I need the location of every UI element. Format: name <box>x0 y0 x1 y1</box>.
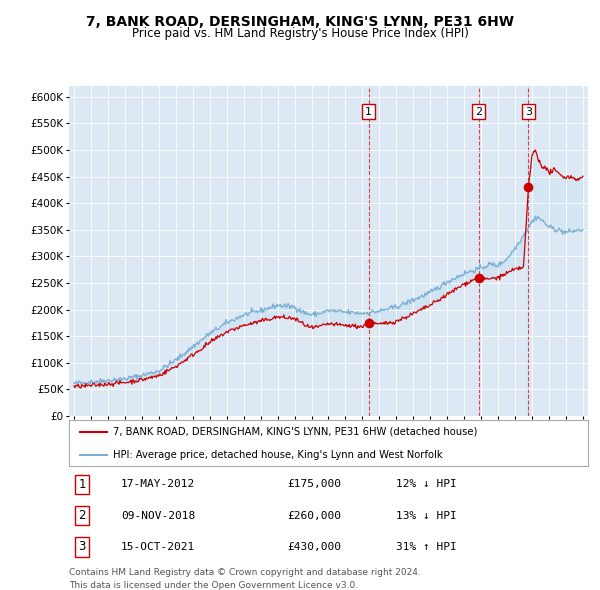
Text: 3: 3 <box>525 107 532 117</box>
Text: 7, BANK ROAD, DERSINGHAM, KING'S LYNN, PE31 6HW: 7, BANK ROAD, DERSINGHAM, KING'S LYNN, P… <box>86 15 514 29</box>
Text: 3: 3 <box>78 540 86 553</box>
Text: 13% ↓ HPI: 13% ↓ HPI <box>396 511 457 520</box>
Text: 17-MAY-2012: 17-MAY-2012 <box>121 480 195 489</box>
Text: Price paid vs. HM Land Registry's House Price Index (HPI): Price paid vs. HM Land Registry's House … <box>131 27 469 40</box>
Text: 2: 2 <box>475 107 482 117</box>
Text: 12% ↓ HPI: 12% ↓ HPI <box>396 480 457 489</box>
Text: £260,000: £260,000 <box>287 511 341 520</box>
Text: 1: 1 <box>78 478 86 491</box>
Text: This data is licensed under the Open Government Licence v3.0.: This data is licensed under the Open Gov… <box>69 581 358 589</box>
Text: £430,000: £430,000 <box>287 542 341 552</box>
Text: Contains HM Land Registry data © Crown copyright and database right 2024.: Contains HM Land Registry data © Crown c… <box>69 568 421 576</box>
Text: 15-OCT-2021: 15-OCT-2021 <box>121 542 195 552</box>
Text: £175,000: £175,000 <box>287 480 341 489</box>
Text: 31% ↑ HPI: 31% ↑ HPI <box>396 542 457 552</box>
Text: HPI: Average price, detached house, King's Lynn and West Norfolk: HPI: Average price, detached house, King… <box>113 450 443 460</box>
Text: 2: 2 <box>78 509 86 522</box>
Text: 09-NOV-2018: 09-NOV-2018 <box>121 511 195 520</box>
Text: 1: 1 <box>365 107 372 117</box>
Text: 7, BANK ROAD, DERSINGHAM, KING'S LYNN, PE31 6HW (detached house): 7, BANK ROAD, DERSINGHAM, KING'S LYNN, P… <box>113 427 478 437</box>
